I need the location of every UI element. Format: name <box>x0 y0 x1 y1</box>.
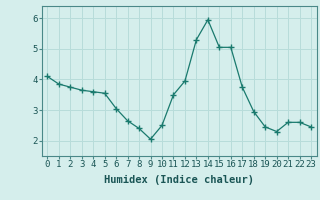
X-axis label: Humidex (Indice chaleur): Humidex (Indice chaleur) <box>104 175 254 185</box>
